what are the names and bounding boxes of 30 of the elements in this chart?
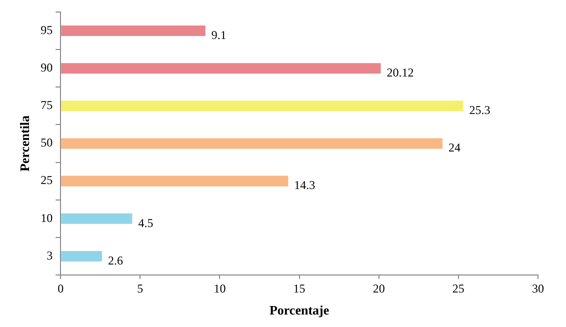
y-tick-label: 10 — [40, 210, 53, 225]
y-tick-label: 3 — [46, 248, 53, 262]
y-axis-title: Percentila — [17, 114, 32, 172]
x-axis-title: Porcentaje — [269, 302, 330, 318]
bar — [61, 213, 132, 224]
x-tick-label: 15 — [293, 281, 306, 296]
bar — [61, 100, 464, 112]
x-tick-label: 0 — [58, 281, 64, 296]
y-tick-label: 90 — [40, 60, 53, 75]
x-tick-label: 5 — [137, 281, 144, 296]
x-tick-label: 20 — [372, 281, 385, 296]
y-tick-label: 95 — [40, 22, 53, 37]
bar — [61, 26, 206, 36]
data-label: 20.12 — [386, 66, 414, 80]
data-label: 25.3 — [469, 103, 490, 118]
data-label: 9.1 — [211, 28, 226, 42]
y-tick-label: 25 — [40, 173, 53, 188]
bar — [61, 250, 102, 262]
data-label: 4.5 — [138, 216, 154, 230]
bar — [61, 63, 381, 74]
data-label: 24 — [448, 140, 461, 155]
x-tick-label: 10 — [214, 281, 226, 296]
data-label: 14.3 — [294, 178, 316, 192]
bar — [61, 176, 288, 186]
x-tick-label: 25 — [452, 281, 464, 296]
data-label: 2.6 — [108, 253, 123, 268]
bar — [61, 138, 443, 149]
y-tick-label: 50 — [40, 136, 53, 150]
x-tick-label: 30 — [532, 281, 544, 296]
y-tick-label: 75 — [40, 98, 53, 112]
